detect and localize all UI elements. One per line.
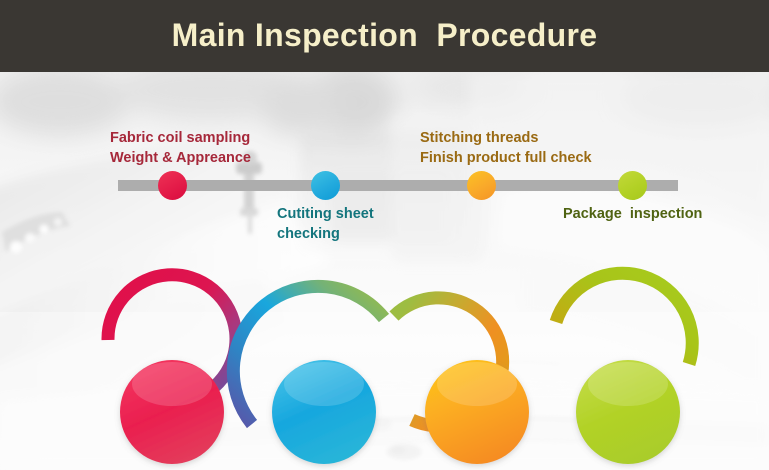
circle-step-2[interactable] <box>272 360 376 464</box>
circle-step-3[interactable] <box>425 360 529 464</box>
timeline-dot-cutting-sheet[interactable] <box>311 171 340 200</box>
timeline-dot-stitching[interactable] <box>467 171 496 200</box>
step-label-cutting-sheet: Cutiting sheet checking <box>277 206 374 242</box>
step-label-fabric-coil: Fabric coil sampling Weight & Appreance <box>110 130 251 166</box>
step-label-package: Package inspection <box>563 206 703 222</box>
timeline-bar <box>118 180 678 191</box>
process-circles-art <box>101 266 699 464</box>
step-label-stitching: Stitching threads Finish product full ch… <box>420 130 592 166</box>
process-circles <box>0 72 769 470</box>
circle-step-1[interactable] <box>120 360 224 464</box>
timeline-dot-package[interactable] <box>618 171 647 200</box>
arc-step-4b <box>549 266 699 366</box>
page-title: Main Inspection Procedure <box>171 17 598 53</box>
circle-step-4[interactable] <box>576 360 680 464</box>
arc-step-1 <box>101 268 243 409</box>
timeline-dot-fabric-coil[interactable] <box>158 171 187 200</box>
header-banner: Main Inspection Procedure <box>0 0 769 72</box>
arc-step-2 <box>226 279 390 429</box>
